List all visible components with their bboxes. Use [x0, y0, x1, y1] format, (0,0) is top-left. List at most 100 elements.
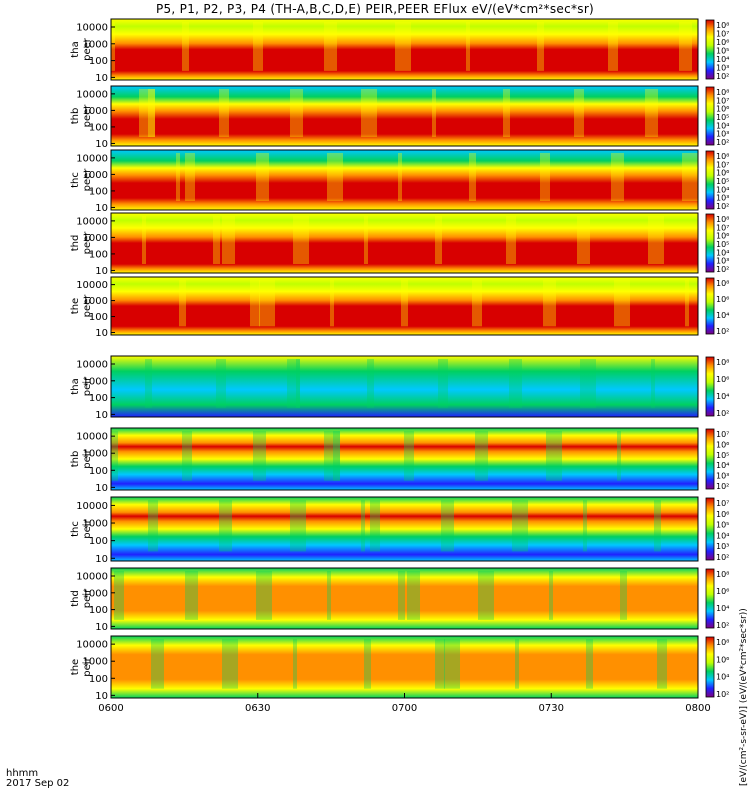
y-tick-label: 100: [89, 249, 108, 260]
spectrogram-streak: [182, 22, 189, 71]
x-tick-label: 0630: [245, 703, 270, 714]
spectrogram-streak: [219, 500, 232, 552]
spectrogram-streak: [549, 571, 553, 620]
spectrogram-streak: [114, 571, 124, 620]
figure-title: P5, P1, P2, P3, P4 (TH-A,B,C,D,E) PEIR,P…: [155, 2, 595, 16]
spectrogram-streak: [398, 571, 405, 620]
panel-quantity-label: peer: [82, 231, 93, 255]
spectrogram-streak: [367, 359, 374, 408]
panel-quantity-label: peer: [82, 168, 93, 192]
colorbar-tick-label: 10⁶: [716, 655, 729, 664]
colorbar-tick-label: 10⁴: [716, 673, 729, 682]
panel-probe-label: thd: [70, 590, 81, 607]
spectrogram-streak: [111, 22, 115, 71]
y-tick-label: 10: [95, 483, 108, 494]
spectrogram-streak: [682, 153, 698, 201]
spectrogram-streak: [478, 571, 494, 620]
colorbar: [705, 19, 715, 80]
colorbar-tick-label: 10⁵: [716, 521, 729, 530]
spectrogram-streak: [290, 500, 306, 552]
colorbar-tick-label: 10⁴: [716, 55, 729, 64]
y-tick-label: 10000: [76, 153, 108, 164]
colorbar-tick-label: 10⁷: [716, 430, 729, 439]
colorbar-tick-label: 10⁴: [716, 531, 729, 540]
colorbar-tick-label: 10²: [716, 138, 729, 147]
spectrogram-thc-peir: [111, 497, 698, 561]
spectrogram-streak: [364, 216, 368, 264]
colorbar-tick-label: 10⁷: [716, 30, 729, 39]
y-tick-label: 100: [89, 122, 108, 133]
spectrogram-streak: [185, 571, 198, 620]
spectrogram-thd-peer: [111, 213, 698, 273]
y-tick-label: 1000: [83, 657, 108, 668]
spectrogram-streak: [574, 89, 584, 137]
spectrogram-streak: [176, 153, 180, 201]
y-tick-label: 1000: [83, 106, 108, 117]
panel-thc-peir: [110, 496, 715, 562]
colorbar-tick-label: 10⁶: [716, 440, 729, 449]
colorbar-tick-label: 10⁵: [716, 113, 729, 122]
spectrogram-streak: [333, 431, 340, 481]
colorbar-tick-label: 10⁴: [716, 248, 729, 257]
y-tick-label: 10: [95, 73, 108, 84]
colorbar-tick-label: 10²: [716, 327, 729, 336]
panel-tha-peer: [110, 18, 715, 81]
colorbar-tick-label: 10⁶: [716, 232, 729, 241]
y-tick-label: 1000: [83, 449, 108, 460]
x-tick-label: 0600: [98, 703, 123, 714]
colorbar-tick-label: 10²: [716, 621, 729, 630]
spectrogram-the-peer: [111, 277, 698, 335]
spectrogram-streak: [222, 639, 238, 689]
spectrogram-streak: [466, 22, 470, 71]
colorbar: [705, 497, 715, 561]
spectrogram-streak: [250, 279, 260, 327]
panel-thd-peer: [110, 212, 715, 274]
panel-probe-label: tha: [70, 378, 81, 394]
colorbar-tick-label: 10⁸: [716, 570, 729, 579]
x-tick-label: 0730: [539, 703, 564, 714]
colorbar-tick-label: 10⁵: [716, 177, 729, 186]
spectrogram-streak: [253, 22, 263, 71]
spectrogram-streak: [148, 500, 158, 552]
time-axis-label: hhmm: [6, 768, 39, 779]
spectrogram-streak: [441, 500, 454, 552]
colorbar-tick-label: 10⁷: [716, 499, 729, 508]
spectrogram-streak: [614, 279, 630, 327]
spectrogram-streak: [546, 431, 562, 481]
spectrogram-streak: [617, 431, 621, 481]
spectrogram-streak: [361, 500, 365, 552]
spectrogram-streak: [287, 359, 300, 408]
panel-frame: [110, 149, 699, 211]
colorbar-title: [eV/(cm²-s-sr-eV)] (eV/(eV*cm²*sec*sr)): [739, 608, 749, 786]
colorbar-tick-label: 10²: [716, 553, 729, 562]
panel-thb-peir: [110, 427, 715, 491]
spectrogram-streak: [435, 639, 445, 689]
spectrogram-streak: [540, 153, 550, 201]
spectrogram-the-peir: [111, 636, 698, 698]
y-tick-label: 100: [89, 674, 108, 685]
colorbar: [705, 277, 715, 335]
spectrogram-streak: [145, 359, 152, 408]
y-tick-label: 1000: [83, 588, 108, 599]
y-tick-label: 10000: [76, 280, 108, 291]
y-tick-label: 10000: [76, 360, 108, 371]
colorbar-tick-label: 10²: [716, 265, 729, 274]
spectrogram-tha-peer: [111, 19, 698, 80]
spectrogram-streak: [185, 153, 195, 201]
y-tick-label: 10: [95, 328, 108, 339]
spectrogram-streak: [324, 431, 340, 481]
x-tick-label: 0700: [392, 703, 417, 714]
spectrogram-streak: [444, 639, 460, 689]
spectrogram-streak: [657, 639, 667, 689]
spectrogram-streak: [586, 639, 593, 689]
spectrogram-streak: [222, 216, 235, 264]
spectrogram-streak: [438, 359, 448, 408]
spectrogram-streak: [395, 22, 411, 71]
y-tick-label: 100: [89, 312, 108, 323]
spectrogram-streak: [611, 153, 624, 201]
panel-the-peer: [110, 276, 715, 336]
spectrogram-streak: [645, 89, 658, 137]
spectrogram-streak: [259, 279, 275, 327]
spectrogram-streak: [620, 571, 627, 620]
y-tick-label: 10000: [76, 572, 108, 583]
